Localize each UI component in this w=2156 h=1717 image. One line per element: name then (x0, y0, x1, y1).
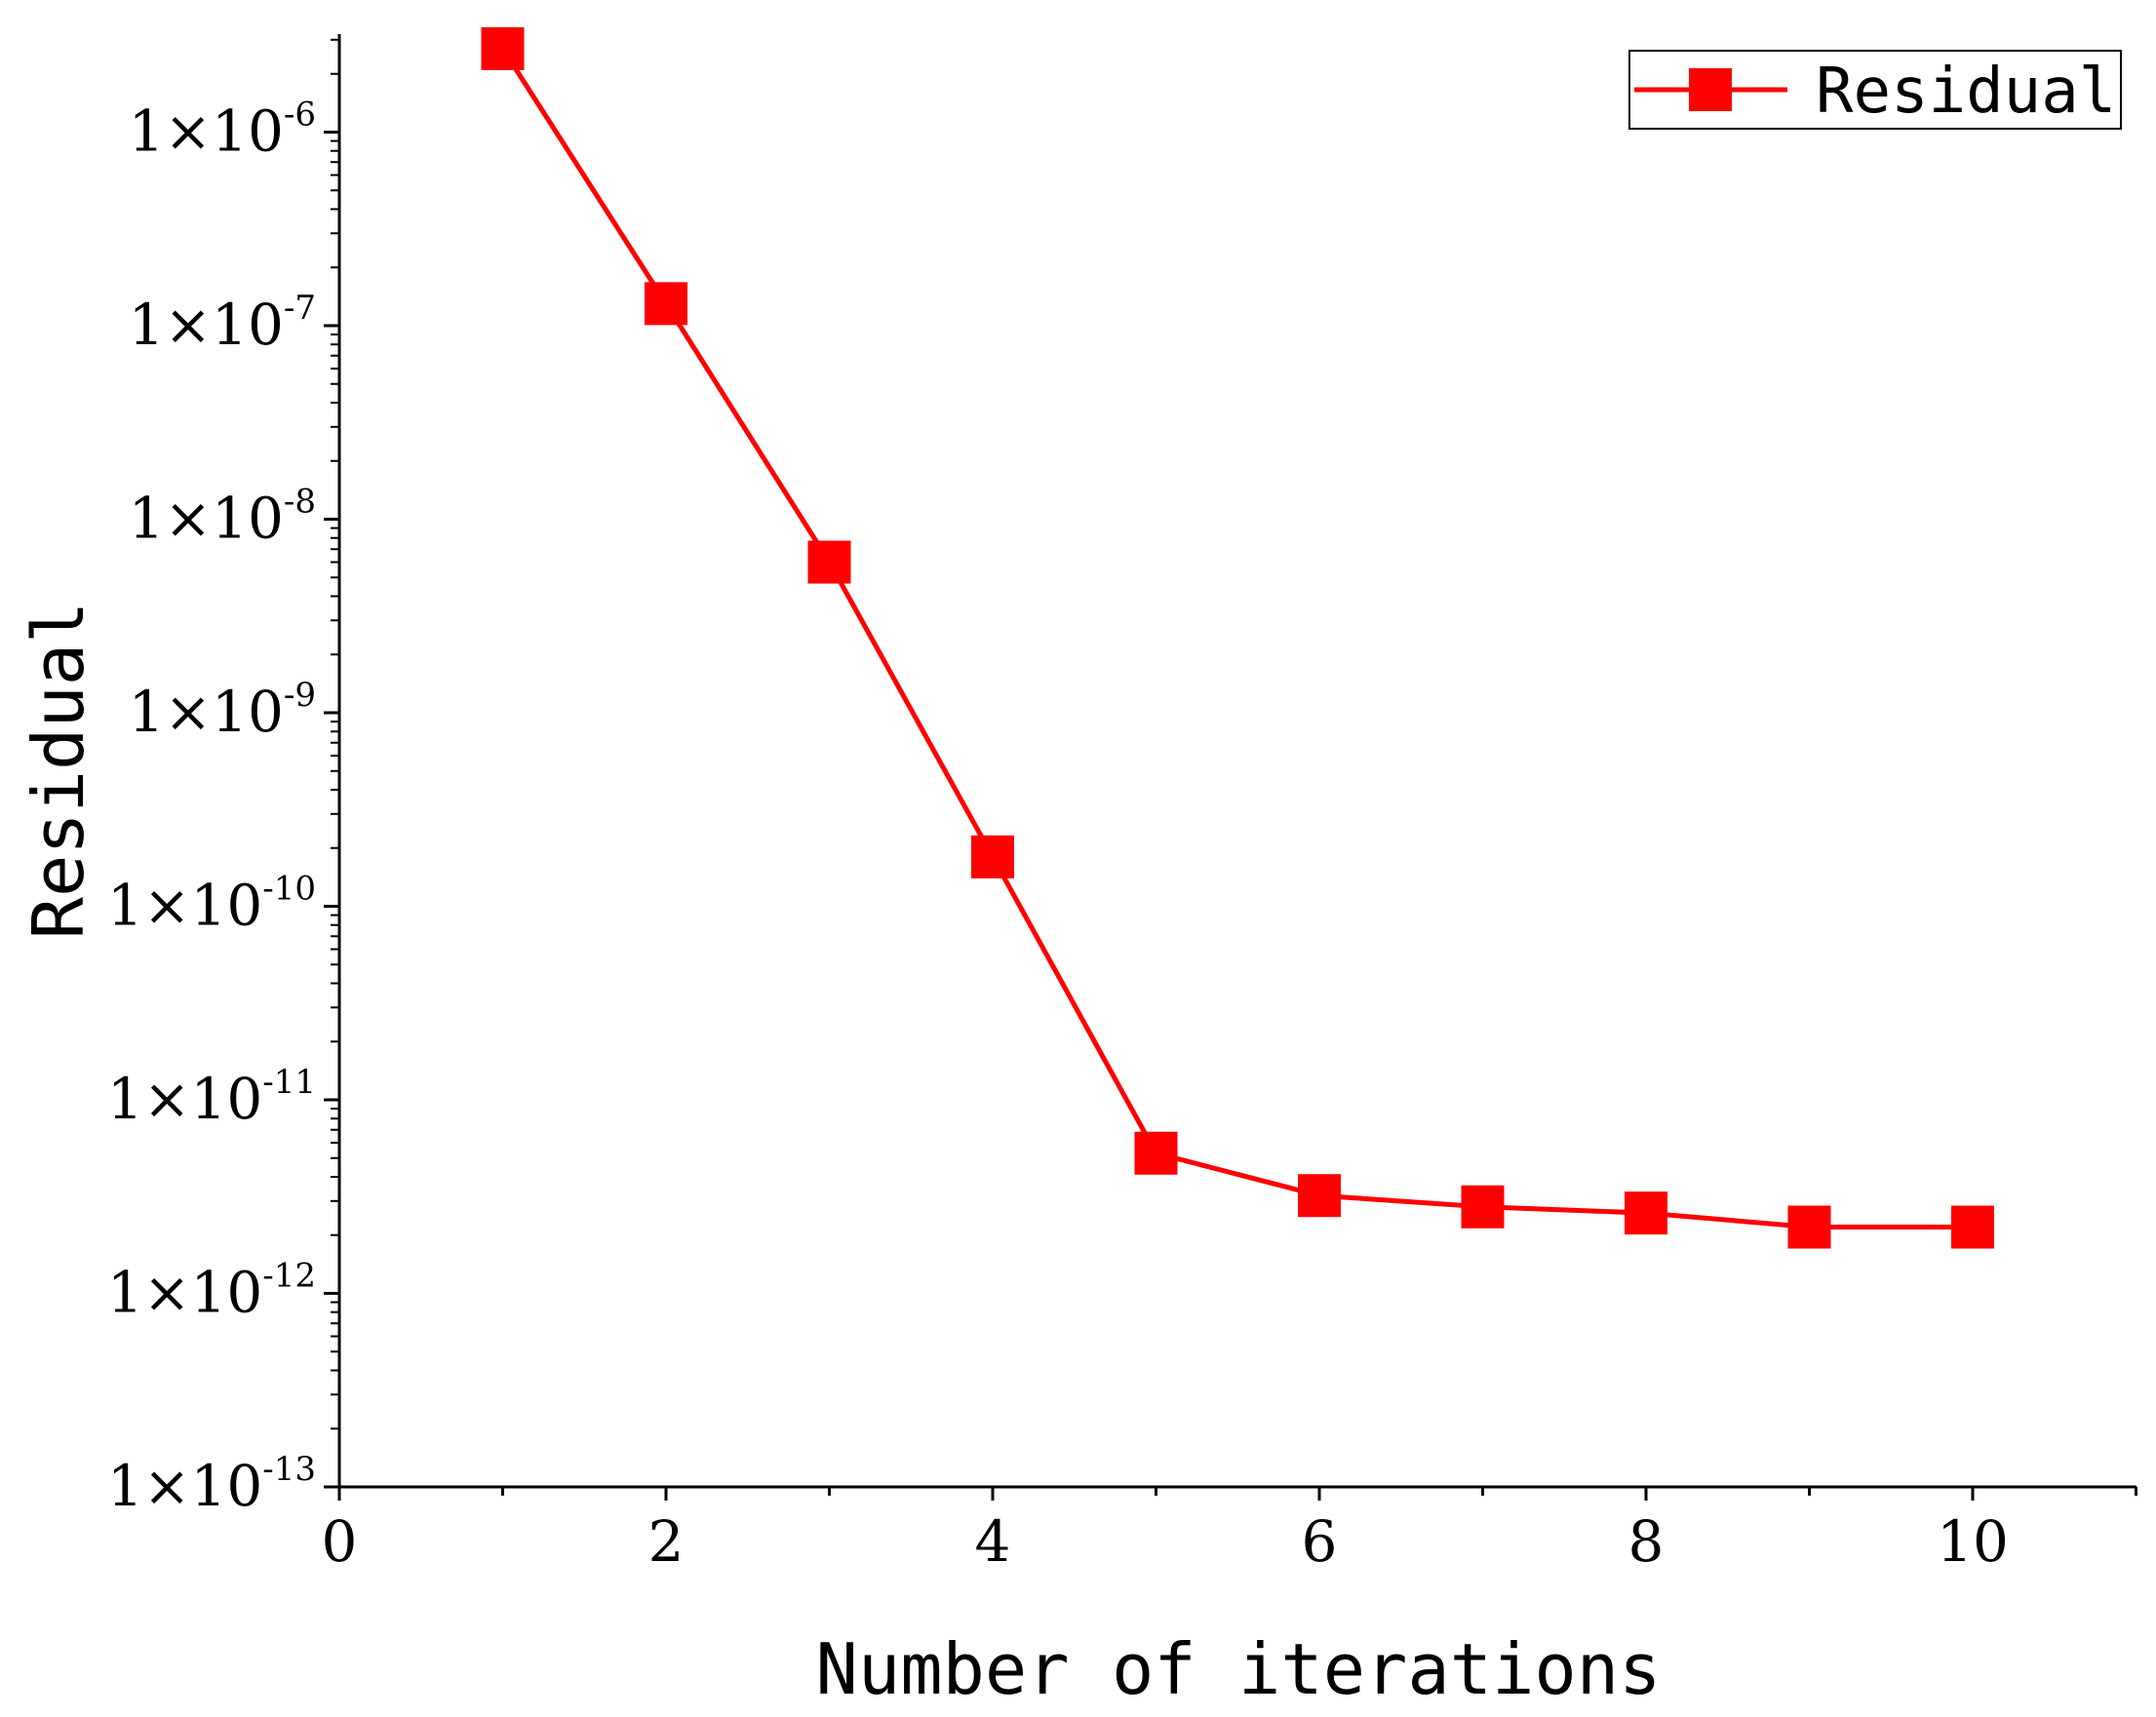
legend-box (1628, 50, 2122, 130)
data-point-marker (1134, 1131, 1178, 1175)
y-tick-label: 1×10-10 (107, 870, 316, 939)
y-tick-exponent: -9 (284, 676, 316, 715)
data-point-marker (645, 282, 687, 326)
y-tick-mantissa: 1×10 (129, 486, 284, 552)
x-tick-label: 10 (1937, 1508, 2009, 1575)
y-tick-exponent: -10 (262, 870, 316, 909)
x-tick-label: 4 (975, 1508, 1011, 1575)
data-point-marker (1625, 1191, 1667, 1235)
data-point-marker (1951, 1205, 1994, 1249)
y-tick-exponent: -7 (284, 289, 316, 328)
y-tick-label: 1×10-9 (129, 676, 316, 745)
x-tick-label: 8 (1628, 1508, 1665, 1575)
x-axis-title: Number of iterations (816, 1628, 1662, 1710)
y-tick-exponent: -8 (284, 483, 316, 522)
y-tick-mantissa: 1×10 (107, 1260, 262, 1326)
data-point-marker (481, 26, 525, 70)
y-tick-label: 1×10-8 (129, 483, 316, 552)
y-tick-label: 1×10-13 (107, 1450, 316, 1519)
x-tick-label: 0 (322, 1508, 358, 1575)
y-tick-exponent: -6 (284, 96, 316, 135)
y-tick-mantissa: 1×10 (129, 292, 284, 358)
data-point-marker (1787, 1205, 1831, 1249)
x-tick-label: 2 (648, 1508, 685, 1575)
legend-label: Residual (1816, 56, 2116, 128)
series-line (500, 47, 1973, 1229)
y-tick-mantissa: 1×10 (107, 1066, 262, 1132)
y-tick-exponent: -12 (262, 1257, 316, 1296)
y-tick-mantissa: 1×10 (107, 1453, 262, 1519)
x-tick-label: 6 (1302, 1508, 1338, 1575)
y-tick-label: 1×10-11 (107, 1063, 316, 1132)
y-tick-mantissa: 1×10 (107, 873, 262, 939)
data-series (481, 26, 1994, 1249)
data-point-marker (1298, 1174, 1341, 1218)
legend: Residual (1628, 50, 2122, 130)
y-tick-label: 1×10-12 (107, 1257, 316, 1326)
data-point-marker (1461, 1185, 1505, 1229)
y-tick-mantissa: 1×10 (129, 98, 284, 165)
data-point-marker (971, 835, 1014, 878)
y-tick-exponent: -11 (262, 1063, 316, 1102)
legend-marker (1689, 68, 1732, 111)
y-tick-label: 1×10-7 (129, 289, 316, 358)
y-axis-ticks: 1×10-61×10-71×10-81×10-91×10-101×10-111×… (107, 38, 339, 1519)
axes (337, 34, 2136, 1489)
y-tick-mantissa: 1×10 (129, 679, 284, 745)
y-tick-exponent: -13 (262, 1450, 316, 1489)
x-axis-ticks: 0 2 4 6 8 10 (322, 1487, 2137, 1575)
y-axis-title: Residual (18, 602, 99, 940)
data-point-marker (807, 540, 851, 584)
y-tick-label: 1×10-6 (129, 96, 316, 165)
